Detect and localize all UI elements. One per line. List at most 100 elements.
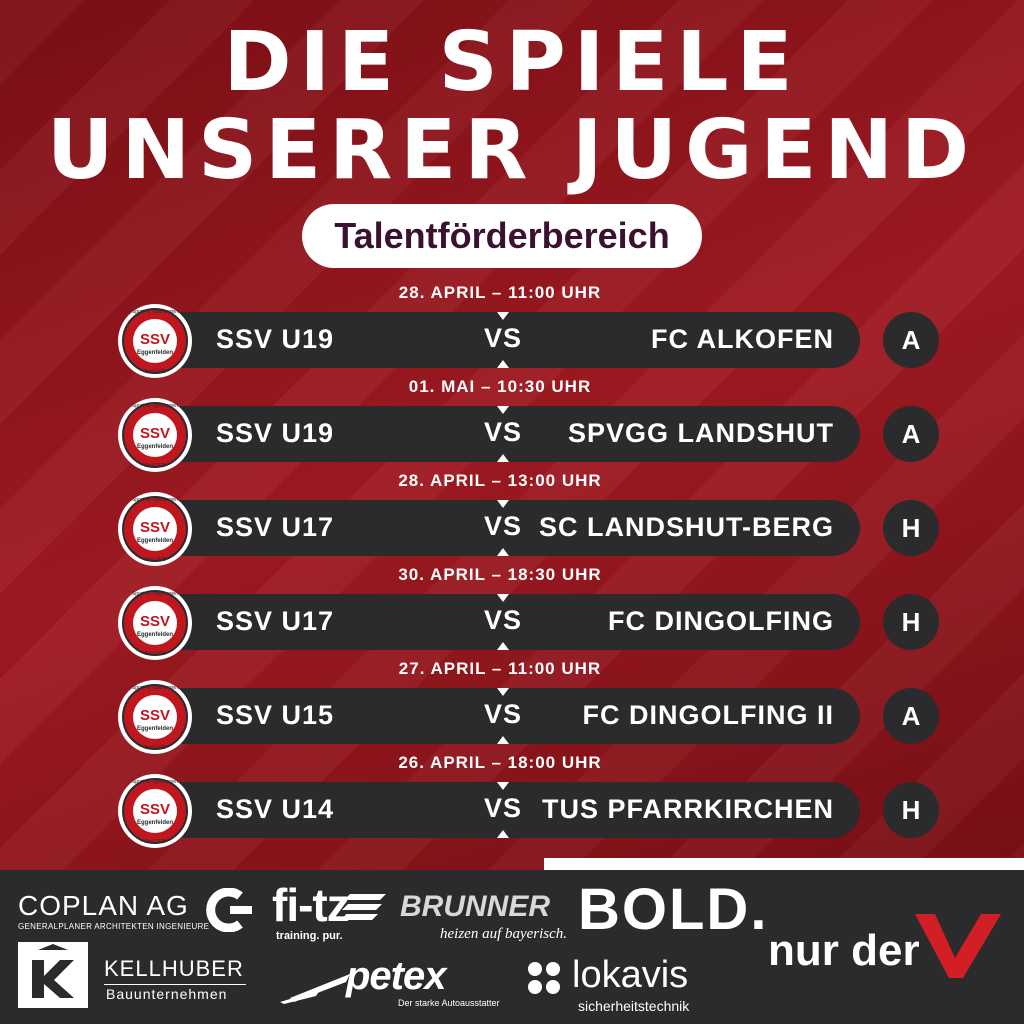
- crest-top-text: Sport- u. Sportverein: [132, 685, 178, 691]
- marker-up-icon: [497, 360, 509, 368]
- match-bar: [160, 594, 860, 650]
- crest-name: SSV: [140, 331, 170, 348]
- lokavis-subtitle: sicherheitstechnik: [578, 998, 690, 1014]
- match-bar: [160, 688, 860, 744]
- coplan-c-icon: [206, 888, 252, 932]
- nurder-v-icon: [915, 914, 1001, 978]
- title-line-1: DIE SPIELE: [223, 15, 801, 110]
- marker-down-icon: [497, 594, 509, 602]
- home-team: SSV U17: [216, 512, 335, 542]
- marker-up-icon: [497, 548, 509, 556]
- away-team: FC DINGOLFING: [608, 606, 834, 636]
- vs-label: VS: [483, 699, 523, 729]
- marker-down-icon: [497, 406, 509, 414]
- ssv-crest-icon: SSV Eggenfelden Seit 1920 Sport- u. Sportve…: [118, 398, 192, 472]
- marker-down-icon: [497, 312, 509, 320]
- ssv-crest-icon: SSV Eggenfelden Seit 1920 Sport- u. Sportve…: [118, 774, 192, 848]
- crest-top-text: Sport- u. Sportverein: [132, 497, 178, 503]
- marker-down-icon: [497, 782, 509, 790]
- fitz-subtitle: training. pur.: [276, 930, 343, 942]
- crest-city: Eggenfelden: [137, 632, 173, 638]
- ssv-crest-icon: SSV Eggenfelden Seit 1920 Sport- u. Sportve…: [118, 586, 192, 660]
- match-bar: [160, 500, 860, 556]
- fitz-stripes-icon: [342, 894, 386, 920]
- match-bar: [160, 782, 860, 838]
- match-date: 01. MAI – 10:30 UHR: [408, 377, 592, 396]
- crest-name: SSV: [140, 613, 170, 630]
- coplan-logo: COPLAN AG: [18, 890, 189, 921]
- lokavis-dots-icon: [528, 962, 560, 994]
- kellhuber-logo: KELLHUBER: [104, 956, 244, 981]
- venue-badge: A: [883, 406, 939, 462]
- petex-logo: petex: [346, 954, 446, 998]
- coplan-subtitle: GENERALPLANER ARCHITEKTEN INGENIEURE: [18, 922, 210, 931]
- crest-top-text: Sport- u. Sportverein: [132, 403, 178, 409]
- match-row: 28. APRIL – 11:00 UHR SSV Eggenfelden Seit…: [0, 283, 1024, 391]
- marker-up-icon: [497, 642, 509, 650]
- sponsor-footer: COPLAN AG GENERALPLANER ARCHITEKTEN INGE…: [0, 870, 1024, 1024]
- vs-label: VS: [483, 323, 523, 353]
- kellhuber-k-icon: [18, 942, 88, 1008]
- match-date: 30. APRIL – 18:30 UHR: [398, 565, 602, 584]
- crest-since: Seit 1920: [144, 839, 165, 845]
- vs-label: VS: [483, 605, 523, 635]
- crest-since: Seit 1920: [144, 463, 165, 469]
- title-line-2: UNSERER JUGEND: [46, 103, 978, 198]
- category-label: Talentförderbereich: [334, 215, 670, 256]
- vs-label: VS: [483, 793, 523, 823]
- crest-city: Eggenfelden: [137, 444, 173, 450]
- crest-city: Eggenfelden: [137, 820, 173, 826]
- crest-since: Seit 1920: [144, 557, 165, 563]
- home-team: SSV U19: [216, 324, 335, 354]
- venue-badge: H: [883, 594, 939, 650]
- nurder-logo: nur der: [768, 926, 920, 975]
- match-date: 27. APRIL – 11:00 UHR: [398, 659, 602, 678]
- ssv-crest-icon: SSV Eggenfelden Seit 1920 Sport- u. Sportve…: [118, 304, 192, 378]
- away-team: SPVGG LANDSHUT: [567, 418, 834, 448]
- crest-top-text: Sport- u. Sportverein: [132, 591, 178, 597]
- crest-city: Eggenfelden: [137, 538, 173, 544]
- vs-label: VS: [483, 511, 523, 541]
- crest-city: Eggenfelden: [137, 726, 173, 732]
- crest-name: SSV: [140, 707, 170, 724]
- crest-top-text: Sport- u. Sportverein: [132, 309, 178, 315]
- away-team: TUS PFARRKIRCHEN: [541, 794, 834, 824]
- match-row: 30. APRIL – 18:30 UHR SSV Eggenfelden Seit…: [0, 565, 1024, 673]
- kellhuber-divider: [104, 984, 246, 985]
- venue-badge: A: [883, 688, 939, 744]
- match-row: 26. APRIL – 18:00 UHR SSV Eggenfelden Seit…: [0, 753, 1024, 861]
- crest-name: SSV: [140, 519, 170, 536]
- match-row: 28. APRIL – 13:00 UHR SSV Eggenfelden Seit…: [0, 471, 1024, 579]
- fitz-logo: fi-tz: [272, 879, 350, 931]
- away-team: FC DINGOLFING II: [582, 700, 834, 730]
- marker-up-icon: [497, 454, 509, 462]
- match-row: 27. APRIL – 11:00 UHR SSV Eggenfelden Seit…: [0, 659, 1024, 767]
- venue-badge: H: [883, 500, 939, 556]
- ssv-crest-icon: SSV Eggenfelden Seit 1920 Sport- u. Sportve…: [118, 492, 192, 566]
- marker-up-icon: [497, 830, 509, 838]
- venue-badge: H: [883, 782, 939, 838]
- crest-since: Seit 1920: [144, 651, 165, 657]
- away-team: SC LANDSHUT-BERG: [538, 512, 834, 542]
- sponsor-divider: [544, 858, 1024, 870]
- brunner-subtitle: heizen auf bayerisch.: [440, 926, 568, 942]
- match-date: 28. APRIL – 13:00 UHR: [398, 471, 602, 490]
- match-date: 28. APRIL – 11:00 UHR: [398, 283, 602, 302]
- ssv-crest-icon: SSV Eggenfelden Seit 1920 Sport- u. Sportve…: [118, 680, 192, 754]
- vs-label: VS: [483, 417, 523, 447]
- match-bar: [160, 312, 860, 368]
- marker-up-icon: [497, 736, 509, 744]
- crest-since: Seit 1920: [144, 745, 165, 751]
- venue-badge: A: [883, 312, 939, 368]
- crest-since: Seit 1920: [144, 369, 165, 375]
- crest-top-text: Sport- u. Sportverein: [132, 779, 178, 785]
- home-team: SSV U19: [216, 418, 335, 448]
- home-team: SSV U14: [216, 794, 335, 824]
- away-team: FC ALKOFEN: [651, 324, 834, 354]
- match-date: 26. APRIL – 18:00 UHR: [398, 753, 602, 772]
- home-team: SSV U17: [216, 606, 335, 636]
- home-team: SSV U15: [216, 700, 335, 730]
- brunner-logo: BRUNNER: [400, 890, 550, 923]
- petex-subtitle: Der starke Autoausstatter: [398, 998, 500, 1008]
